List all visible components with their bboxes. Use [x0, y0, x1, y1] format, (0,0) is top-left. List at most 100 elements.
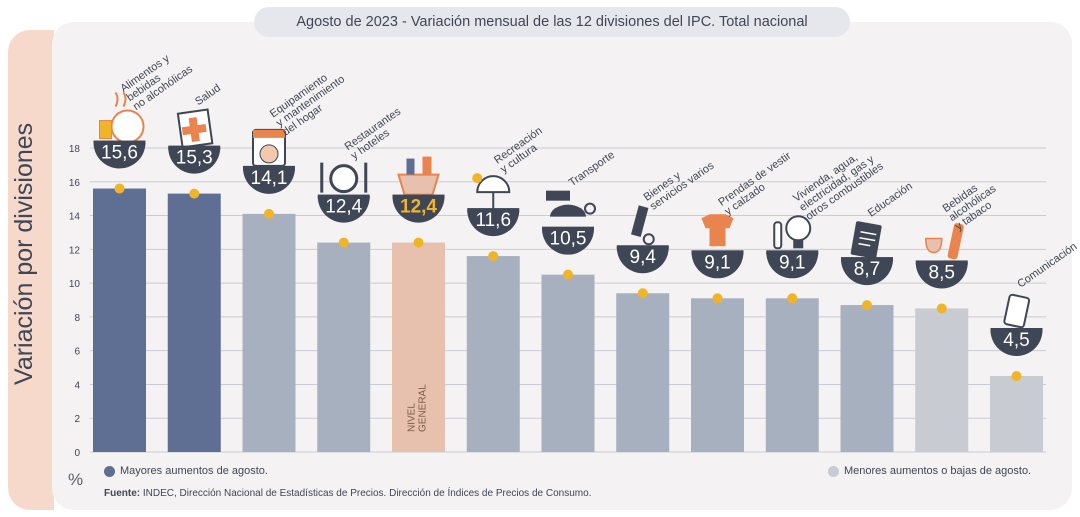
restaurant-icon	[320, 162, 368, 194]
bar-marker	[637, 288, 648, 299]
value-badge-top	[691, 250, 744, 255]
general-label: NIVELGENERAL	[407, 384, 429, 432]
general-label-line: NIVEL	[407, 403, 418, 432]
data-label: 9,4	[630, 247, 657, 268]
food-icon-shape	[99, 120, 112, 140]
wine-icon-shape	[924, 237, 943, 254]
bar-marker	[264, 208, 274, 219]
value-badge-top	[542, 226, 594, 231]
bar	[541, 274, 595, 452]
bar	[616, 293, 670, 452]
scissors-icon	[631, 205, 655, 246]
clothing-icon-shape	[701, 214, 734, 247]
value-badge-top	[915, 260, 968, 265]
basket-icon-shape	[397, 173, 440, 196]
recreation-icon-shape	[476, 175, 511, 194]
data-label: 12,4	[325, 197, 362, 218]
transport-icon-shape	[546, 190, 570, 201]
y-tick-label: 2	[74, 414, 80, 425]
source-label: Fuente:	[104, 488, 141, 499]
source-note: Fuente: INDEC, Dirección Nacional de Est…	[104, 488, 591, 499]
value-badge-top	[317, 194, 370, 199]
bar-marker	[862, 300, 872, 311]
value-badge	[841, 259, 893, 286]
health-icon	[176, 108, 214, 149]
y-axis-unit: %	[68, 470, 84, 489]
data-label: 4,5	[1003, 330, 1029, 351]
bar-marker	[712, 293, 723, 304]
data-label: 8,7	[854, 259, 880, 280]
clothing-icon	[701, 214, 734, 247]
y-tick-label: 10	[69, 279, 81, 290]
legend-mayores: Mayores aumentos de agosto.	[104, 465, 268, 477]
source-text: INDEC, Dirección Nacional de Estadística…	[142, 488, 592, 499]
data-label: 8,5	[929, 262, 955, 283]
bar	[840, 305, 894, 452]
bar-marker	[563, 269, 573, 280]
y-tick-label: 6	[74, 347, 80, 358]
food-icon	[99, 91, 145, 144]
value-badge-top	[392, 194, 445, 199]
category-label-line: Salud	[193, 82, 223, 108]
scissors-icon-shape	[631, 205, 649, 237]
value-badge	[915, 262, 968, 289]
wine-icon	[924, 223, 964, 260]
category-label: Educación	[866, 180, 915, 219]
notebook-icon-shape	[858, 231, 877, 247]
bar	[392, 242, 445, 452]
recreation-icon	[472, 173, 511, 213]
legend-menores-swatch	[828, 465, 839, 477]
bar	[317, 242, 371, 452]
category-label: Salud	[193, 82, 223, 108]
bar-marker	[189, 188, 200, 199]
food-icon-shape	[114, 91, 127, 107]
bar-marker	[413, 237, 424, 248]
bulb-icon-shape	[793, 240, 804, 249]
category-label: Equipamientoy mantenimientodel hogar	[268, 64, 354, 138]
scissors-icon-shape	[642, 233, 655, 246]
value-badge	[317, 196, 370, 223]
health-icon-shape	[181, 117, 207, 143]
value-badge-top	[766, 250, 819, 255]
data-label: 15,6	[101, 143, 138, 164]
basket-icon-shape	[422, 156, 432, 175]
data-label: 9,1	[704, 252, 730, 273]
value-badge-top	[168, 145, 221, 150]
value-badge	[392, 196, 445, 223]
y-tick-label: 14	[69, 212, 81, 223]
category-label: Prendas de vestiry calzado	[716, 150, 800, 218]
bar	[93, 188, 146, 453]
bar	[242, 213, 296, 452]
category-label: Bebidasalcohólicasy tabaco	[941, 174, 1005, 233]
value-badge	[243, 167, 295, 194]
category-label: Comunicación	[1015, 241, 1079, 291]
y-tick-label: 12	[69, 245, 81, 256]
y-axis-label-panel	[8, 30, 54, 510]
value-badge	[168, 147, 221, 174]
data-label: 11,6	[475, 210, 511, 231]
bar	[915, 308, 969, 452]
value-badge	[766, 252, 819, 279]
transport-icon	[546, 190, 596, 217]
bar	[990, 376, 1043, 452]
notebook-icon	[850, 221, 882, 259]
bar-marker	[787, 293, 798, 304]
bar	[765, 298, 819, 452]
data-label: 15,3	[176, 148, 213, 169]
transport-icon-shape	[550, 204, 586, 217]
y-tick-label: 18	[69, 144, 81, 155]
appliance-icon	[252, 128, 286, 167]
data-label: 12,4	[400, 197, 437, 218]
basket-icon	[397, 156, 440, 196]
y-tick-label: 0	[74, 448, 80, 459]
recreation-icon-shape	[472, 173, 483, 184]
legend-menores: Menores aumentos o bajas de agosto.	[828, 465, 1031, 477]
value-badge	[691, 252, 744, 279]
value-badge	[990, 330, 1043, 357]
value-badge-top	[93, 140, 146, 145]
bar-marker	[338, 237, 349, 248]
value-badge-top	[990, 328, 1043, 332]
value-badge	[93, 142, 146, 169]
bulb-icon-shape	[773, 221, 783, 250]
